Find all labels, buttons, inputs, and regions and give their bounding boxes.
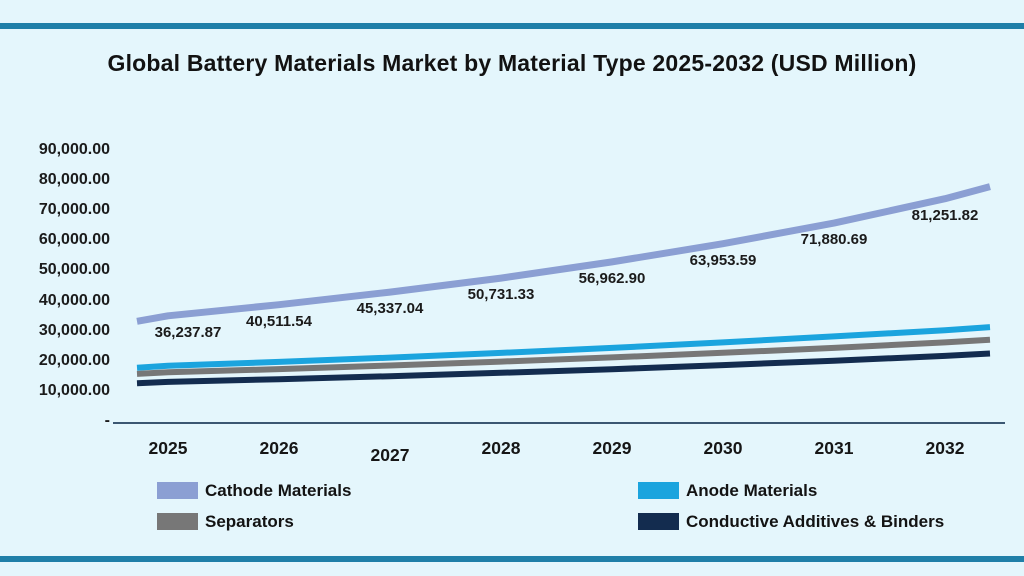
x-axis-label-2030: 2030	[703, 438, 743, 458]
data-label: 40,511.54	[246, 312, 312, 330]
y-axis-tick-label: 80,000.00	[38, 171, 110, 189]
conductive-additives-binders-swatch	[638, 513, 679, 530]
x-axis-label-2025: 2025	[148, 438, 188, 458]
legend-label: Cathode Materials	[205, 481, 352, 500]
legend-label: Anode Materials	[686, 481, 818, 500]
data-label: 71,880.69	[800, 231, 868, 249]
x-axis-line	[113, 422, 1005, 424]
chart-title: Global Battery Materials Market by Mater…	[107, 50, 917, 76]
data-label: 45,337.04	[356, 300, 424, 318]
data-label: 63,953.59	[689, 251, 757, 269]
y-axis-tick-label: -	[104, 411, 110, 429]
y-axis-tick-label: 40,000.00	[38, 291, 110, 309]
top-border-stripe	[0, 23, 1024, 29]
anode-materials-swatch	[638, 482, 679, 499]
y-axis-tick-label: 30,000.00	[38, 321, 110, 339]
x-axis-label-2032: 2032	[925, 438, 965, 458]
separators-swatch	[157, 513, 198, 530]
data-label: 50,731.33	[467, 286, 535, 304]
legend-label: Conductive Additives & Binders	[686, 512, 945, 531]
y-axis-tick-label: 60,000.00	[38, 231, 110, 249]
y-axis-tick-label: 70,000.00	[38, 201, 110, 219]
series-line-anode-materials	[136, 324, 991, 371]
series-line-separators	[136, 336, 991, 377]
x-axis-label-2027: 2027	[370, 445, 410, 465]
x-axis-label-2028: 2028	[481, 438, 521, 458]
x-axis-label-2029: 2029	[592, 438, 632, 458]
series-line-cathode-materials	[136, 183, 991, 325]
data-label: 81,251.82	[911, 206, 979, 224]
y-axis-tick-label: 90,000.00	[38, 141, 110, 158]
cathode-materials-swatch	[157, 482, 198, 499]
data-label: 36,237.87	[154, 323, 222, 341]
x-axis-label-2026: 2026	[259, 438, 299, 458]
y-axis-tick-label: 10,000.00	[38, 381, 110, 399]
data-label: 56,962.90	[578, 269, 646, 287]
x-axis-label-2031: 2031	[814, 438, 854, 458]
bottom-border-stripe	[0, 556, 1024, 562]
legend-label: Separators	[205, 512, 294, 531]
series-line-conductive-additives-binders	[136, 350, 991, 387]
y-axis-tick-label: 20,000.00	[38, 351, 110, 369]
y-axis-tick-label: 50,000.00	[38, 261, 110, 279]
